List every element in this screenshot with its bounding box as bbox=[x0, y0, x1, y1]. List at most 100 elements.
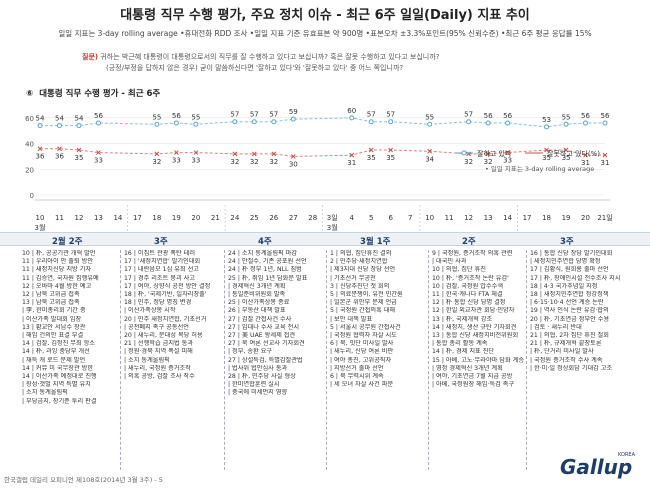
x-tick-label: 5 bbox=[369, 214, 373, 222]
event-item: | 소치 동계올림픽 bbox=[22, 389, 68, 397]
event-item: | 이산가족상봉 시작 bbox=[124, 307, 176, 315]
event-item: 27 | 상설특검, 특별감찰관법 bbox=[228, 356, 303, 364]
data-label: 33 bbox=[172, 157, 181, 165]
event-item: 12 | 朴 통합 신당 당명 결정 bbox=[432, 299, 506, 307]
approve-point bbox=[388, 119, 394, 125]
approve-point bbox=[76, 123, 82, 129]
x-tick-label: 10 bbox=[36, 214, 45, 222]
event-item: 27 | 북 여론 선교사 기자회견 bbox=[228, 340, 305, 348]
x-tick-label: 24 bbox=[230, 214, 239, 222]
week-event-column: 16 | 통합 신당 창당 발기인대회 | 새정치민주연합 당명 확정 17 | … bbox=[530, 250, 630, 373]
disapprove-point bbox=[290, 154, 296, 159]
event-item: | 정부, 송환 요구 bbox=[228, 348, 273, 356]
event-item: 6 | 북 무력시위 계속 bbox=[330, 373, 384, 381]
chart-heading-text: 대통령 직무 수행 평가 - 최근 6주 bbox=[39, 89, 161, 99]
event-item: 14 | 朴, 과잉 충당부 개선 bbox=[22, 348, 90, 356]
approve-point bbox=[466, 119, 472, 125]
disapprove-point bbox=[427, 148, 433, 154]
x-tick-label: 17 bbox=[523, 214, 532, 222]
event-item: 5 | 국정원 간첩의혹 대해 bbox=[330, 307, 396, 315]
event-item: | 새누리, 신당 여론 비판 bbox=[330, 348, 394, 356]
event-item: 24 | 朴 정부 1년, NLL 침범 bbox=[228, 266, 302, 274]
data-label: 31 bbox=[601, 159, 610, 167]
event-item: 25 | 朴, 취임 1년 담화문 발표 bbox=[228, 274, 308, 282]
week-event-column: 10 | 朴, 공공기관 개혁 발언 11 | 우리아이 안 출퇴 방안 11 | … bbox=[22, 250, 122, 406]
event-item: | 일본군 위안부 문제 언급 bbox=[330, 299, 397, 307]
gallup-logo: Gallup bbox=[560, 455, 633, 479]
event-item: 18 | 민주, 정당 명칭 변경 bbox=[124, 299, 192, 307]
legend-label-disapprove: 잘못하고 있다(%) bbox=[547, 149, 600, 158]
x-tick-label: 14 bbox=[113, 214, 122, 222]
data-label: 30 bbox=[289, 160, 298, 168]
x-tick-label: 11 bbox=[445, 214, 454, 222]
event-item: 12 | 남북 고위급 접촉 bbox=[22, 291, 80, 299]
event-item: 17 | 김황식, 원희룡 출마 선언 bbox=[530, 266, 609, 274]
event-item: 9 | 국정원, 증거조작 의혹 관련 bbox=[432, 250, 513, 257]
approve-point bbox=[251, 119, 257, 125]
event-item: | 이산가족 발대회 입장 bbox=[22, 315, 82, 323]
disapprove-point bbox=[602, 152, 608, 158]
approve-point bbox=[271, 119, 277, 125]
event-item: 13 | 朴, 국제개혁 강조 bbox=[432, 315, 493, 323]
event-item: 10 | 검찰, 국정원 압수수색 bbox=[432, 282, 504, 290]
week-label: 4주 bbox=[258, 237, 272, 247]
x-tick-label: 7 bbox=[408, 214, 412, 222]
gallup-logo-korea: KOREA bbox=[618, 452, 635, 458]
disapprove-point bbox=[583, 152, 588, 158]
event-item: | 법사위 법안심사 통과 bbox=[228, 364, 288, 372]
approve-point bbox=[193, 121, 199, 127]
y-tick-label: 20 bbox=[25, 166, 34, 174]
column-separator bbox=[224, 250, 225, 470]
data-label: 57 bbox=[269, 111, 278, 119]
approve-point bbox=[37, 123, 43, 129]
data-label: 34 bbox=[425, 155, 434, 163]
event-item: 27 | 검찰 간첩사건 수사 bbox=[228, 315, 292, 323]
data-label: 57 bbox=[250, 111, 259, 119]
approve-point bbox=[563, 121, 569, 127]
event-item: | 6·15·10·4 선언 계승 논란 bbox=[530, 299, 604, 307]
event-item: 13 | 황교안 서남수 장관 bbox=[22, 323, 86, 331]
event-item: | 지방선거 출마 선언 bbox=[330, 364, 384, 372]
event-item: 14 | 검찰, 김정진 무죄 항소 bbox=[22, 340, 95, 348]
event-item: 17 | '새정치연합' 발기인대회 bbox=[124, 258, 201, 266]
event-item: | 한미연합훈련 실시 bbox=[228, 381, 280, 389]
x-tick-label: 21 bbox=[211, 214, 220, 222]
x-tick-label: 21일 bbox=[597, 213, 612, 222]
data-label: 54 bbox=[75, 115, 84, 123]
question-line-1: 귀하는 박근혜 대통령이 대통령으로서의 직무를 잘 수행하고 있다고 보십니까… bbox=[100, 53, 440, 61]
x-tick-label: 27 bbox=[289, 214, 298, 222]
event-item: | 아베, 국정원장 해임·특검 촉구 bbox=[432, 381, 515, 389]
event-item: 16 | 이집트 관광 폭탄 테러 bbox=[124, 250, 196, 257]
data-label: 32 bbox=[484, 158, 493, 166]
event-item: | 여야 총진, 고위공직자 bbox=[330, 356, 392, 364]
data-label: 31 bbox=[347, 159, 356, 167]
series-line-approve bbox=[40, 117, 605, 128]
event-item: 14 | 朴, 경제 지표 진단 bbox=[432, 348, 495, 356]
event-item: 15 | 아베, 고노·무라야마 담화 계승 bbox=[432, 356, 525, 364]
event-item: | 李, 한미총리회 기간 중 bbox=[22, 307, 86, 315]
data-label: 56 bbox=[94, 112, 103, 120]
x-tick-label: 13 bbox=[484, 214, 493, 222]
data-label: 56 bbox=[601, 112, 610, 120]
data-label: 35 bbox=[386, 154, 395, 162]
x-tick-label: 11 bbox=[55, 214, 64, 222]
footer-note: 한국갤럽 데일리 오피니언 제108호(2014년 3월 3주) - 5 bbox=[4, 476, 163, 484]
disapprove-point bbox=[232, 151, 238, 157]
week-event-column: 1 | 의협, 집단휴진 결의 2 | 민주당·새정치연합 | 제3지대 신당 창… bbox=[330, 250, 430, 389]
column-separator bbox=[526, 250, 527, 470]
event-item: 27 | 입대나 수사 교육 전시 bbox=[228, 323, 300, 331]
data-label: 56 bbox=[581, 112, 590, 120]
week-label: 2주 bbox=[462, 237, 476, 247]
event-item: 20 | 민주 새정치연합, 기초선거 bbox=[124, 315, 207, 323]
event-item: | 소치 동계올림픽 bbox=[124, 356, 170, 364]
page-title: 대통령 직무 수행 평가, 주요 정치 이슈 - 최근 6주 일일(Daily)… bbox=[120, 8, 530, 23]
x-tick-label: 26 bbox=[269, 214, 278, 222]
data-label: 35 bbox=[367, 154, 376, 162]
data-label: 60 bbox=[347, 107, 356, 115]
week-label: 3월 1주 bbox=[360, 237, 391, 247]
event-item: 13 | 남북 고위급 접촉 bbox=[22, 299, 80, 307]
approve-point bbox=[544, 124, 550, 130]
event-item: 5 | 서울시 공무원 간첩사건 bbox=[330, 323, 401, 331]
event-item: 25 | 이산가족상봉 종료 bbox=[228, 299, 290, 307]
event-item: 1 | 의협, 집단휴진 결의 bbox=[330, 250, 392, 257]
